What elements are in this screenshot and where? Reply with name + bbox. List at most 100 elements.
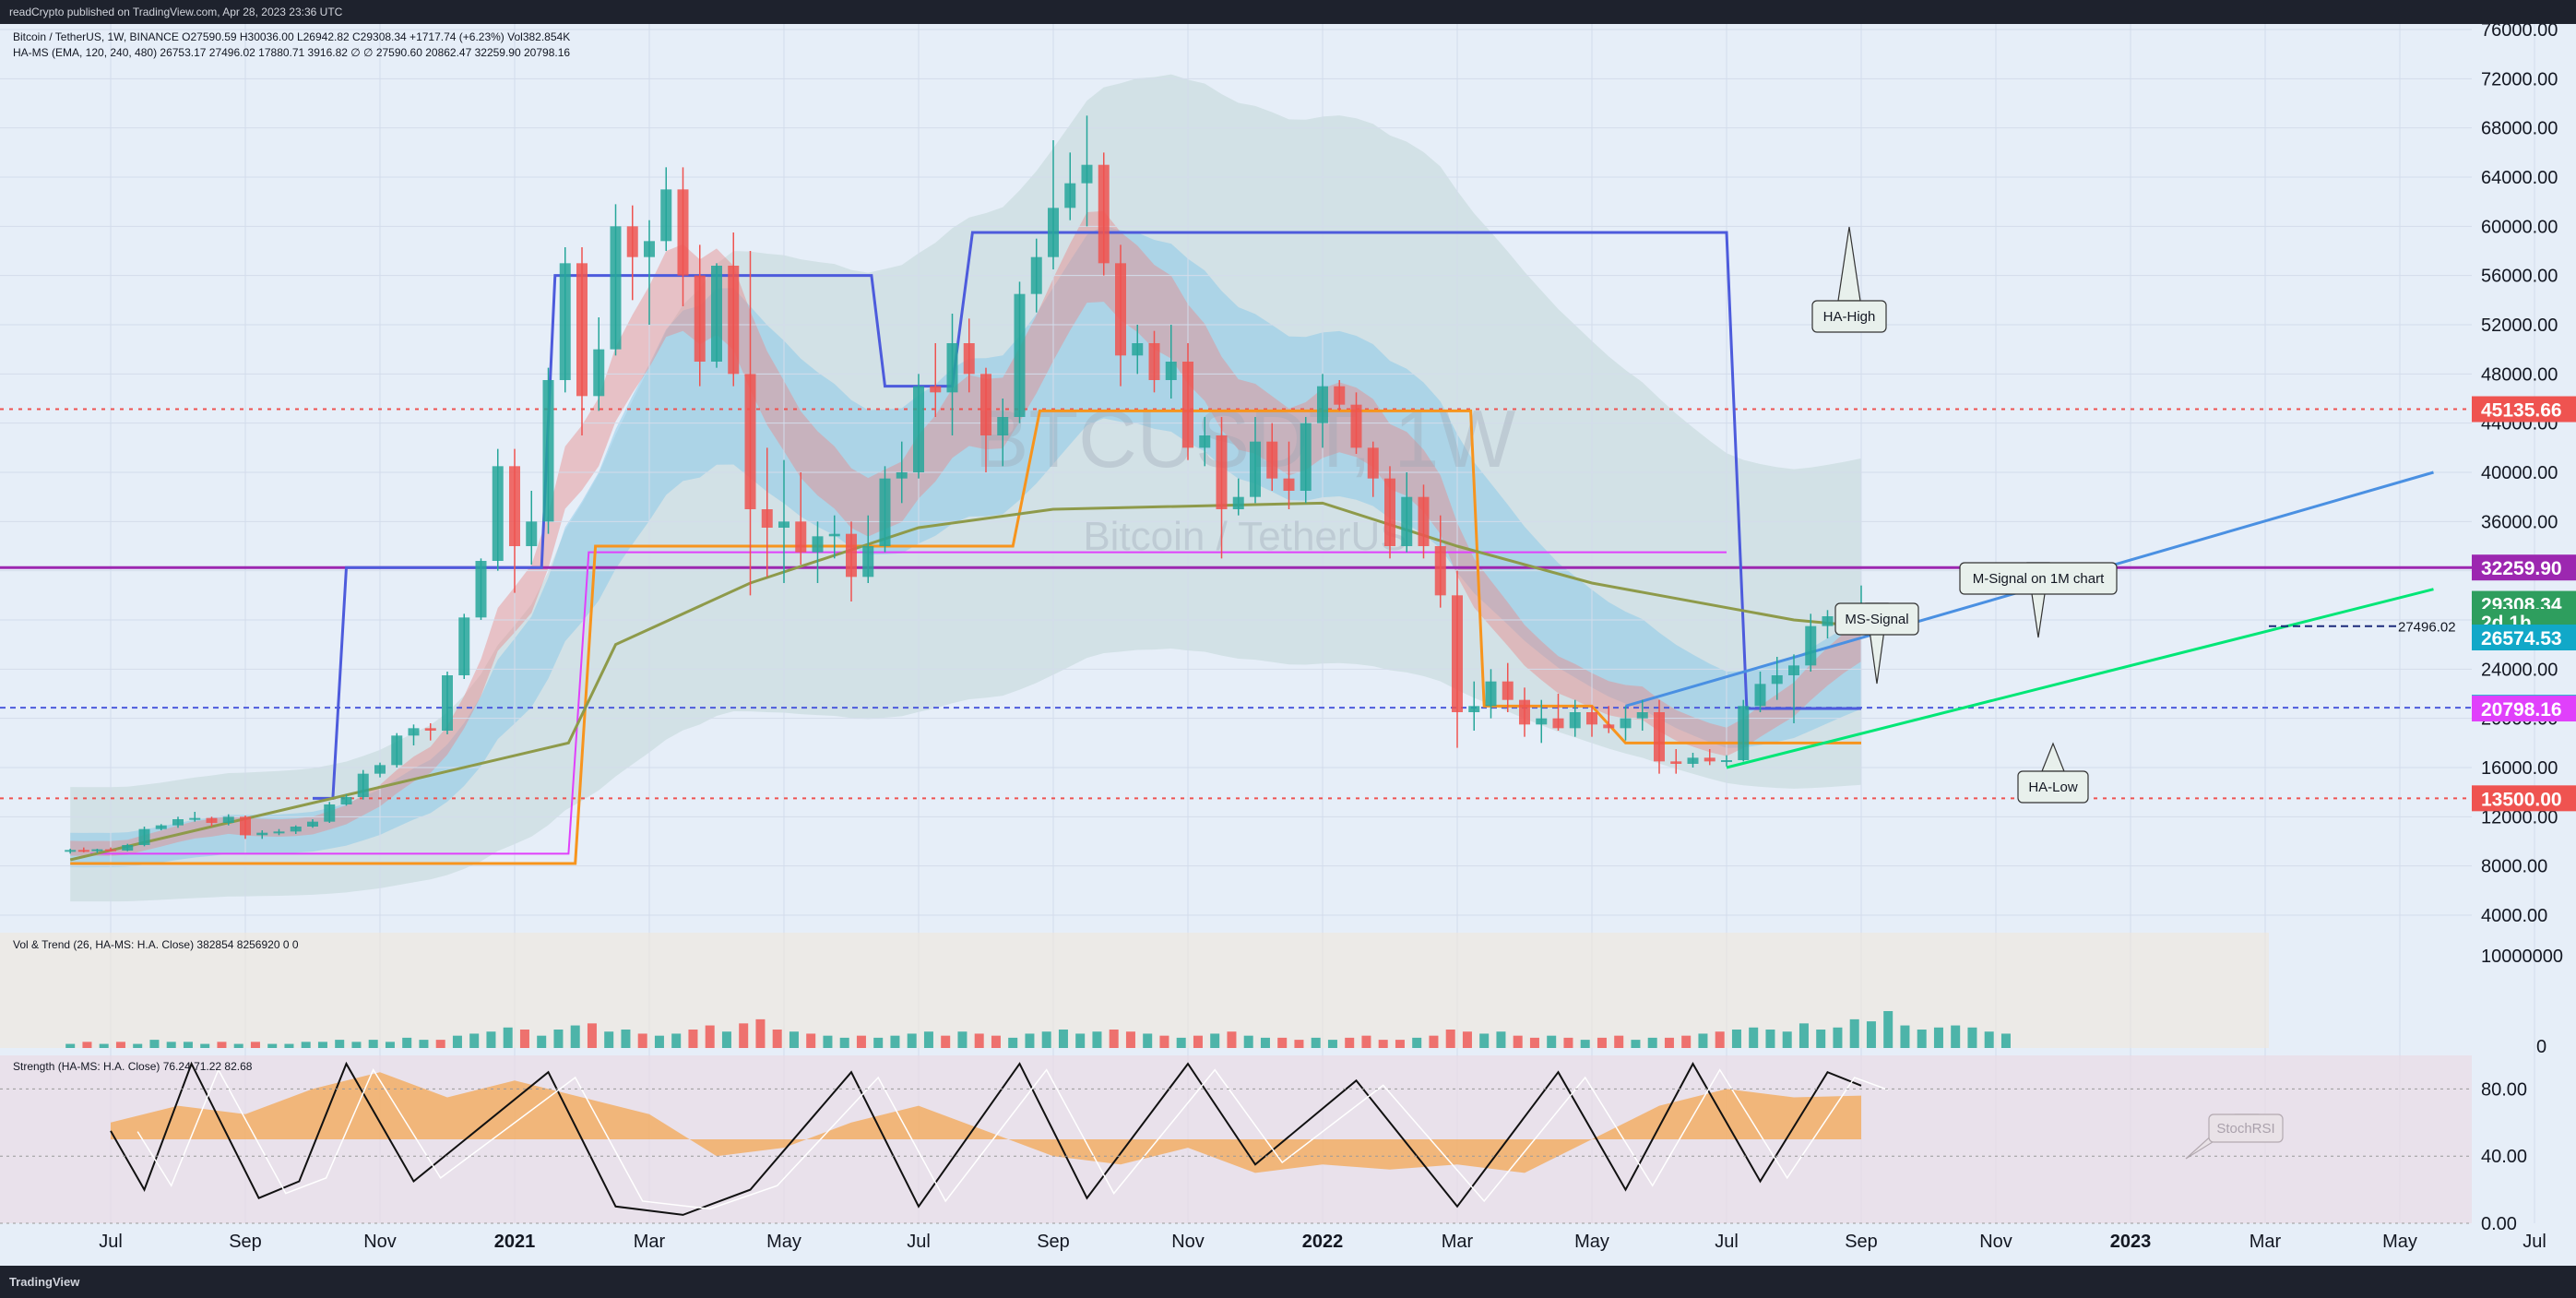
candle-body xyxy=(408,728,420,736)
candle-body xyxy=(1030,256,1042,294)
footer-brand: TradingView xyxy=(9,1275,80,1289)
candle-body xyxy=(559,263,571,380)
ha-low-callout: HA-Low xyxy=(2028,780,2078,795)
candles xyxy=(65,115,1867,854)
vol-bar xyxy=(1025,1033,1035,1048)
candle-body xyxy=(778,521,789,528)
vol-bar xyxy=(1883,1011,1893,1048)
candle-body xyxy=(357,773,369,797)
candle-body xyxy=(1401,496,1413,546)
vol-bar xyxy=(1967,1027,1977,1048)
vol-bar xyxy=(941,1035,951,1048)
x-axis: Jul Sep Nov 2021 Mar May Jul Sep Nov 2022 Mar May Ju… xyxy=(99,1232,2546,1252)
x-tick: Nov xyxy=(1171,1232,1205,1252)
vol-tick: 0 xyxy=(2536,1037,2546,1057)
candle-body xyxy=(1485,681,1497,707)
candle-body xyxy=(1687,757,1699,764)
candle-body xyxy=(77,850,89,852)
candle-body xyxy=(1266,441,1278,479)
candle-body xyxy=(1468,706,1480,712)
vol-bar xyxy=(1092,1031,1102,1048)
vol-bar xyxy=(570,1025,580,1048)
candle-body xyxy=(1384,478,1395,546)
candle-body xyxy=(1148,343,1160,380)
vol-bar xyxy=(739,1023,749,1048)
vol-bar xyxy=(1143,1033,1153,1048)
candle-body xyxy=(1350,404,1362,448)
vol-bar xyxy=(1563,1037,1573,1048)
chart-svg[interactable]: BTCUSDT, 1W Bitcoin / TetherUS HA-HighHA… xyxy=(0,24,2576,1266)
vol-bar xyxy=(1227,1031,1237,1048)
vol-bar xyxy=(974,1033,984,1048)
line-value-label: 27496.02 xyxy=(2398,620,2456,636)
vol-bar xyxy=(267,1043,278,1048)
y-tick: 56000.00 xyxy=(2481,267,2558,287)
vol-bar xyxy=(1496,1031,1506,1048)
vol-bar xyxy=(1631,1040,1641,1048)
vol-bar xyxy=(1816,1030,1826,1048)
watermark-symbol: BTCUSDT, 1W xyxy=(975,393,1516,484)
vol-bar xyxy=(1479,1033,1490,1048)
vol-bar xyxy=(1176,1037,1186,1048)
candle-body xyxy=(644,241,655,257)
vol-bar xyxy=(1058,1030,1068,1048)
x-tick: Jul xyxy=(99,1232,123,1252)
candle-body xyxy=(155,825,167,829)
vol-bar xyxy=(621,1030,631,1048)
vol-bar xyxy=(217,1042,227,1048)
candle-body xyxy=(442,675,453,731)
price-badge xyxy=(2472,696,2576,722)
candle-body xyxy=(626,226,638,257)
vol-bar xyxy=(1597,1037,1607,1048)
candle-body xyxy=(694,275,706,362)
candle-body xyxy=(610,226,622,350)
candle-body xyxy=(1064,183,1076,208)
candle-body xyxy=(458,617,470,675)
vol-bar xyxy=(149,1040,160,1048)
vol-bar xyxy=(519,1030,529,1048)
vol-bar xyxy=(604,1031,614,1048)
vol-bar xyxy=(317,1042,327,1048)
vol-bar xyxy=(1614,1035,1624,1048)
vol-bar xyxy=(1041,1031,1051,1048)
vol-tick: 10000000 xyxy=(2481,947,2563,967)
candle-body xyxy=(1014,293,1026,417)
vol-bar xyxy=(839,1037,849,1048)
candle-body xyxy=(1569,712,1581,729)
olive-line xyxy=(69,501,1862,862)
y-tick: 16000.00 xyxy=(2481,758,2558,779)
candle-body xyxy=(273,831,285,834)
candle-body xyxy=(1620,718,1632,729)
ha-low-callout-box xyxy=(2017,770,2089,804)
candle-body xyxy=(677,189,689,276)
candle-body xyxy=(1502,681,1514,700)
price-badge-label: 32259.90 xyxy=(2481,558,2562,579)
vol-bar xyxy=(335,1040,345,1048)
x-tick: Jul xyxy=(1715,1232,1739,1252)
vol-bar xyxy=(452,1035,462,1048)
vol-bar xyxy=(115,1042,125,1048)
candle-body xyxy=(576,263,588,397)
candle-body xyxy=(1654,712,1665,762)
ha-high-callout: HA-High xyxy=(1823,309,1876,325)
vol-bar xyxy=(1782,1031,1792,1048)
vol-bar xyxy=(435,1040,445,1048)
vol-bar xyxy=(637,1033,647,1048)
candle-body xyxy=(1603,724,1615,729)
strength-pane: 80.00 40.00 0.00 xyxy=(0,1055,2527,1234)
vol-bar xyxy=(486,1031,496,1048)
ha-high-callout-box xyxy=(1811,300,1887,333)
candle-body xyxy=(1805,625,1817,666)
ms-signal-callout: MS-Signal xyxy=(1845,612,1908,627)
candle-body xyxy=(997,417,1009,435)
vol-bar xyxy=(1547,1035,1557,1048)
vol-bar xyxy=(688,1030,698,1048)
candle-body xyxy=(593,349,605,397)
vol-bar xyxy=(1109,1030,1119,1048)
ms-signal-callout-box xyxy=(1834,602,1919,636)
vol-bar xyxy=(301,1042,311,1048)
vol-bar xyxy=(351,1042,362,1048)
candle-body xyxy=(391,735,403,766)
vol-bar xyxy=(856,1035,866,1048)
y-tick: 36000.00 xyxy=(2481,512,2558,532)
